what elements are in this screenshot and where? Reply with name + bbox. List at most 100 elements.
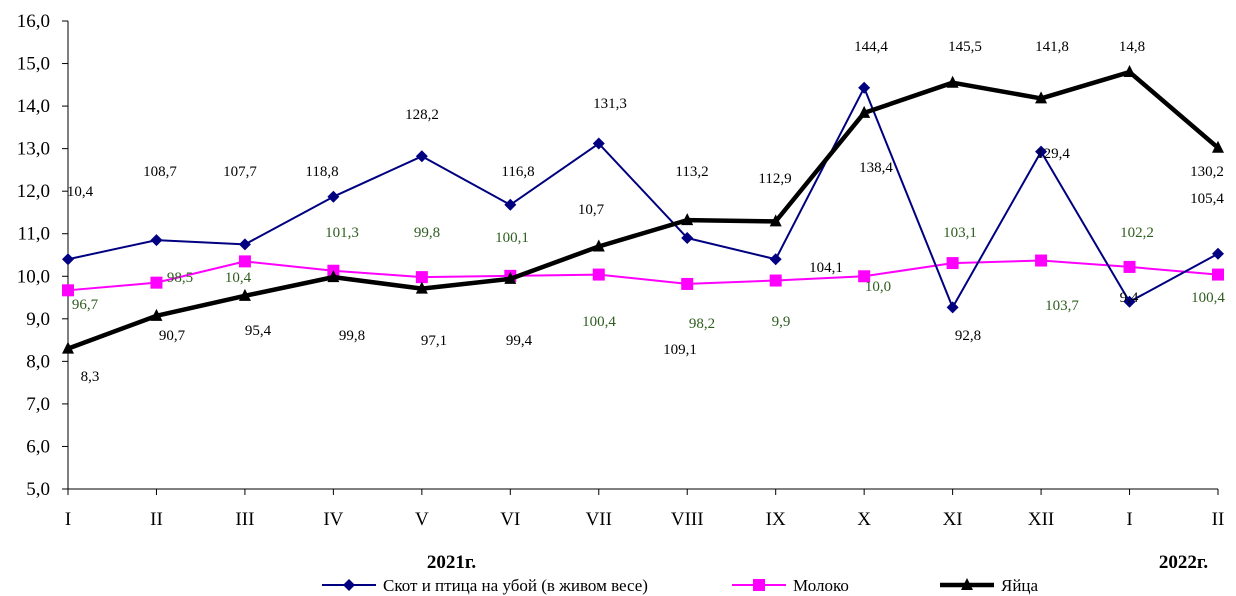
data-label-milk: 96,7: [72, 297, 99, 313]
data-point-milk: [238, 255, 251, 268]
data-label-milk: 102,2: [1120, 225, 1154, 241]
legend-marker-milk: [753, 579, 765, 591]
data-point-livestock: [681, 231, 694, 244]
data-point-livestock: [592, 137, 605, 150]
series-line-livestock: [67, 86, 1219, 309]
data-point-eggs: [415, 281, 428, 294]
data-point-eggs: [858, 105, 871, 118]
data-point-eggs: [681, 213, 694, 226]
legend-label-milk: Молоко: [793, 576, 849, 595]
x-tick-label: I: [65, 509, 71, 530]
data-point-livestock: [858, 81, 871, 94]
data-point-milk: [1212, 268, 1224, 281]
data-label-milk: 10,0: [865, 279, 891, 295]
data-label-eggs: 92,8: [955, 328, 981, 344]
data-label-livestock: 107,7: [223, 164, 257, 180]
data-point-livestock: [150, 234, 163, 247]
data-label-livestock: 141,8: [1035, 39, 1069, 55]
y-tick-label: 16,0: [17, 11, 50, 32]
data-label-eggs: 109,1: [663, 342, 697, 358]
year-label-2021: 2021г.: [427, 552, 476, 573]
x-tick-label: I: [1126, 509, 1132, 530]
x-tick-label: VII: [586, 509, 612, 530]
data-label-livestock: 105,4: [1190, 191, 1224, 207]
data-point-milk: [1035, 254, 1048, 267]
data-point-eggs: [1212, 140, 1224, 153]
x-tick-label: II: [1212, 509, 1225, 530]
data-point-livestock: [1035, 145, 1048, 158]
data-label-livestock: 10,4: [67, 184, 94, 200]
data-label-livestock: 116,8: [501, 164, 534, 180]
data-label-eggs: 104,1: [809, 260, 843, 276]
y-tick-label: 6,0: [26, 436, 50, 457]
data-label-livestock: 128,2: [405, 107, 439, 123]
data-point-eggs: [1123, 65, 1136, 78]
legend-marker-livestock: [343, 579, 355, 591]
data-point-livestock: [504, 198, 517, 211]
x-tick-label: IX: [766, 509, 786, 530]
data-label-livestock: 112,9: [758, 171, 791, 187]
data-label-livestock: 131,3: [593, 96, 627, 112]
data-label-livestock: 108,7: [143, 164, 177, 180]
data-point-milk: [592, 268, 605, 281]
x-tick-label: VI: [500, 509, 520, 530]
data-label-milk: 100,4: [1191, 290, 1225, 306]
data-point-milk: [946, 257, 959, 270]
data-point-eggs: [592, 239, 605, 252]
data-label-milk: 9,9: [772, 314, 791, 330]
x-tick-label: IV: [323, 509, 343, 530]
data-label-livestock: 145,5: [948, 39, 982, 55]
data-label-eggs: 97,1: [421, 333, 447, 349]
data-label-livestock: 118,8: [305, 164, 338, 180]
data-label-milk: 10,4: [225, 270, 252, 286]
data-point-eggs: [327, 270, 340, 283]
data-point-livestock: [62, 253, 74, 266]
data-label-milk: 100,4: [582, 314, 616, 330]
data-label-milk: 99,8: [414, 225, 440, 241]
data-label-livestock: 144,4: [854, 39, 888, 55]
data-label-eggs: 99,4: [506, 333, 533, 349]
y-tick-label: 7,0: [26, 394, 50, 415]
y-tick-label: 15,0: [17, 54, 50, 75]
data-label-milk: 101,3: [325, 225, 359, 241]
data-point-livestock: [946, 301, 959, 314]
data-label-milk: 103,7: [1045, 298, 1079, 314]
data-point-milk: [150, 276, 163, 289]
legend-marker-eggs: [961, 578, 973, 590]
data-label-milk: 98,5: [167, 270, 193, 286]
data-point-milk: [769, 274, 782, 287]
year-label-2022: 2022г.: [1159, 552, 1208, 573]
y-tick-label: 10,0: [17, 266, 50, 287]
x-tick-label: III: [235, 509, 254, 530]
series-line-eggs: [67, 69, 1220, 351]
data-label-milk: 100,1: [495, 230, 529, 246]
y-tick-label: 5,0: [26, 479, 50, 500]
data-label-eggs: 130,2: [1190, 164, 1224, 180]
data-label-eggs: 99,8: [339, 328, 365, 344]
data-point-livestock: [1123, 295, 1136, 308]
legend-label-livestock: Скот и птица на убой (в живом весе): [383, 576, 648, 595]
data-label-eggs: 129,4: [1036, 146, 1070, 162]
y-tick-label: 11,0: [17, 224, 50, 245]
y-tick-label: 8,0: [26, 351, 50, 372]
data-point-eggs: [504, 271, 517, 284]
legend-label-eggs: Яйца: [1001, 576, 1039, 595]
data-point-livestock: [769, 253, 782, 266]
y-tick-label: 13,0: [17, 139, 50, 160]
data-label-eggs: 90,7: [159, 328, 186, 344]
data-label-eggs: 95,4: [245, 323, 272, 339]
data-point-eggs: [946, 75, 959, 88]
x-tick-label: II: [150, 509, 163, 530]
x-tick-label: V: [415, 509, 429, 530]
data-label-milk: 103,1: [943, 225, 977, 241]
x-tick-label: XI: [943, 509, 963, 530]
data-point-eggs: [1035, 91, 1048, 104]
data-point-livestock: [415, 150, 428, 163]
data-point-eggs: [150, 308, 163, 321]
data-point-eggs: [238, 288, 251, 301]
data-point-livestock: [1212, 247, 1224, 260]
data-label-livestock: 14,8: [1119, 39, 1145, 55]
data-point-livestock: [327, 190, 340, 203]
